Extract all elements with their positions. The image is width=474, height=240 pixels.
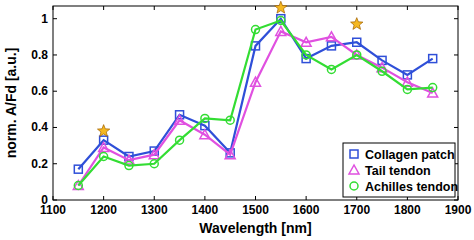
star-marker (351, 18, 363, 30)
y-tick-label: 0 (41, 193, 48, 207)
y-tick (454, 91, 458, 92)
data-point (302, 51, 310, 59)
x-tick (356, 6, 357, 10)
x-tick (103, 196, 104, 200)
x-tick (53, 6, 54, 10)
data-point (150, 160, 158, 168)
y-tick (454, 127, 458, 128)
data-point (201, 114, 209, 122)
data-point (429, 55, 437, 63)
y-tick-label: 1 (41, 12, 48, 26)
data-point (74, 165, 82, 173)
data-point (176, 136, 184, 144)
x-axis-label: Wavelength [nm] (199, 220, 311, 236)
data-point (403, 85, 411, 93)
data-point (100, 152, 108, 160)
y-tick (454, 18, 458, 19)
x-tick (53, 196, 54, 200)
star-marker (97, 125, 109, 137)
x-tick (154, 196, 155, 200)
y-tick (53, 127, 57, 128)
data-point (353, 38, 361, 46)
data-point (226, 116, 234, 124)
data-point (276, 26, 286, 35)
data-point (125, 162, 133, 170)
y-tick (53, 91, 57, 92)
data-point (175, 115, 185, 124)
legend-marker (349, 165, 359, 174)
x-tick (204, 196, 205, 200)
x-tick (458, 196, 459, 200)
y-tick (454, 200, 458, 201)
y-tick (53, 200, 57, 201)
data-point (301, 37, 311, 46)
series-group (73, 15, 437, 190)
legend-label: Achilles tendon (365, 180, 458, 194)
x-tick-label: 1400 (192, 203, 219, 217)
x-tick-label: 1500 (242, 203, 269, 217)
data-point (326, 32, 336, 41)
y-tick (53, 163, 57, 164)
x-tick (306, 196, 307, 200)
legend-marker (350, 150, 358, 158)
data-point (252, 26, 260, 34)
x-tick-label: 1600 (293, 203, 320, 217)
data-point (327, 42, 335, 50)
data-point (378, 67, 386, 75)
x-tick-label: 1800 (394, 203, 421, 217)
x-tick-label: 1200 (90, 203, 117, 217)
x-tick-label: 1300 (141, 203, 168, 217)
x-tick-label: 1900 (445, 203, 472, 217)
x-tick (255, 6, 256, 10)
y-tick (454, 54, 458, 55)
x-tick (458, 6, 459, 10)
y-tick-label: 0.6 (31, 84, 48, 98)
y-axis-label: norm. A/Fd [a.u.] (3, 48, 19, 159)
data-point (99, 142, 109, 151)
legend-label: Tail tendon (365, 164, 431, 178)
data-point (327, 65, 335, 73)
y-tick (53, 18, 57, 19)
star-marker (275, 1, 287, 13)
y-tick-label: 0.4 (31, 120, 48, 134)
plot-frame (53, 6, 458, 200)
y-tick (53, 54, 57, 55)
x-tick (255, 196, 256, 200)
data-point (429, 84, 437, 92)
x-tick (204, 6, 205, 10)
y-tick-label: 0.8 (31, 48, 48, 62)
data-point (353, 51, 361, 59)
chart-container: 11001200130014001500160017001800190000.2… (0, 0, 474, 240)
data-point (74, 181, 82, 189)
legend-marker (350, 182, 358, 190)
legend-label: Collagen patch (365, 148, 455, 162)
data-point (149, 150, 159, 159)
data-point (200, 130, 210, 139)
x-tick (154, 6, 155, 10)
chart: 11001200130014001500160017001800190000.2… (0, 0, 474, 240)
x-tick (407, 6, 408, 10)
data-point (277, 17, 285, 25)
x-tick-label: 1700 (343, 203, 370, 217)
data-point (225, 150, 235, 159)
x-tick (306, 6, 307, 10)
x-tick (103, 6, 104, 10)
legend: Collagen patch Tail tendon Achilles tendon (343, 143, 458, 197)
data-point (251, 77, 261, 86)
y-tick-label: 0.2 (31, 157, 48, 171)
